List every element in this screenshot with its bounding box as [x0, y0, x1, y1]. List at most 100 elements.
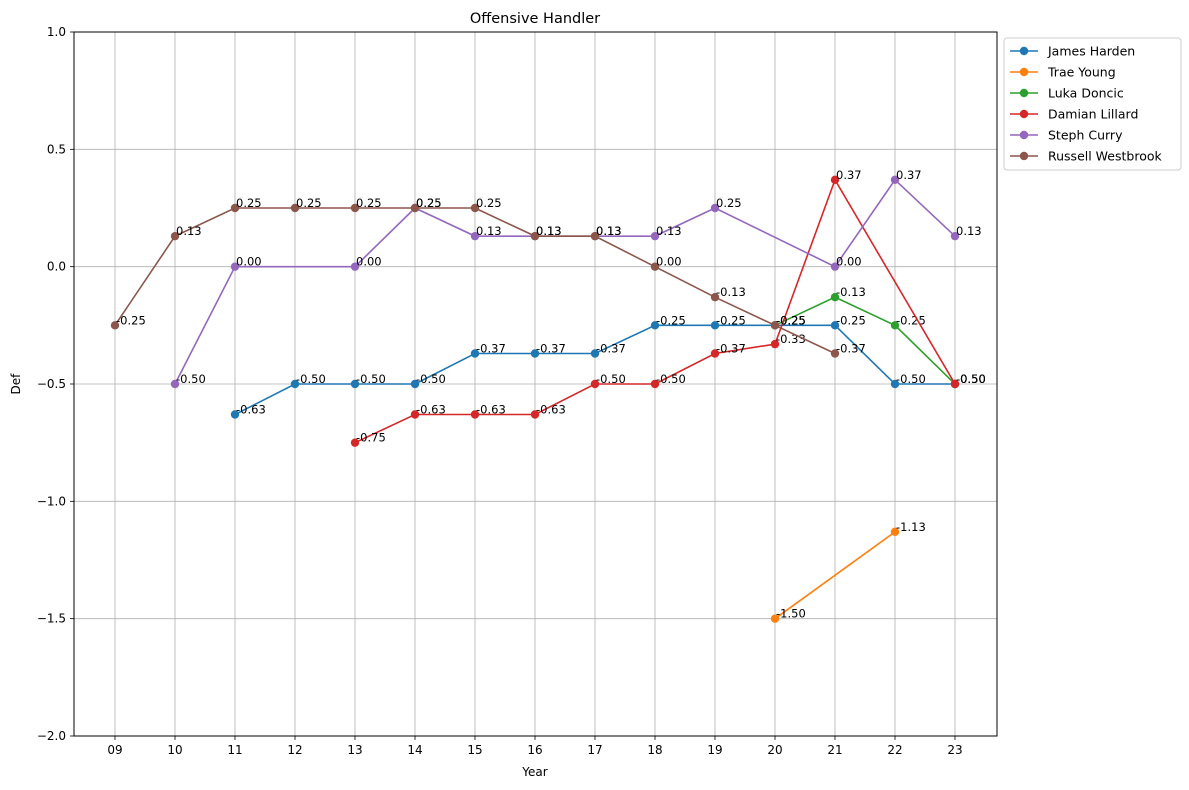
legend-marker: [1019, 130, 1029, 140]
data-point: [410, 410, 420, 419]
data-point: [650, 231, 660, 241]
x-axis-ticks: 09 10 11 12 13 14 15 16 17 18 19 20 21 22 23: [107, 736, 963, 757]
data-label: 0.13: [176, 224, 202, 238]
x-tick-label: 18: [647, 743, 662, 757]
legend-label: Russell Westbrook: [1048, 149, 1163, 164]
x-tick-label: 10: [167, 743, 182, 757]
data-point: [770, 614, 780, 623]
data-label: -0.37: [536, 341, 566, 355]
data-label: 0.25: [356, 196, 382, 210]
data-label: -0.37: [716, 341, 746, 355]
data-point: [710, 292, 720, 302]
legend-item: James Harden: [1010, 44, 1135, 59]
data-point: [350, 438, 360, 447]
data-point: [650, 321, 660, 330]
legend-item: Russell Westbrook: [1010, 149, 1163, 164]
legend: James Harden Trae Young Luka Doncic Damian …: [1003, 37, 1182, 171]
data-label: -1.13: [896, 520, 926, 534]
legend-marker: [1019, 109, 1029, 119]
data-label: -0.50: [956, 372, 986, 386]
data-label: 0.13: [596, 224, 622, 238]
data-label: 0.00: [236, 255, 262, 269]
data-point: [410, 379, 420, 389]
data-label: -0.50: [176, 372, 206, 386]
x-tick-label: 17: [587, 743, 602, 757]
data-point: [830, 321, 840, 330]
data-point: [470, 231, 480, 241]
data-label: 0.13: [596, 224, 622, 238]
data-label: 0.37: [896, 168, 922, 182]
x-tick-label: 19: [707, 743, 722, 757]
data-point: [350, 203, 360, 213]
data-point: [710, 321, 720, 330]
data-point: [230, 203, 240, 213]
x-tick-label: 15: [467, 743, 482, 757]
data-label: 0.13: [536, 224, 562, 238]
data-label: -0.37: [836, 341, 866, 355]
x-tick-label: 22: [887, 743, 902, 757]
data-label: -0.25: [836, 313, 866, 327]
series-line: [354, 177, 956, 444]
y-tick-label: −2.0: [37, 729, 66, 743]
data-label: 0.25: [416, 196, 442, 210]
data-label: 0.13: [956, 224, 982, 238]
data-point: [770, 321, 780, 330]
data-label: -0.13: [836, 285, 866, 299]
data-point: [350, 379, 360, 389]
data-label: 0.25: [416, 196, 442, 210]
series-layer: -0.63 -0.50 -0.50 -0.50 -0.37 -0.37 -0.37 -0.25…: [110, 168, 986, 623]
legend-label: Luka Doncic: [1048, 86, 1124, 101]
y-tick-label: 0.0: [47, 260, 66, 274]
data-label: -0.50: [416, 372, 446, 386]
y-tick-label: −0.5: [37, 377, 66, 391]
data-label: -0.33: [776, 332, 806, 346]
data-point: [230, 410, 240, 419]
data-label: 0.25: [716, 196, 742, 210]
data-point: [530, 410, 540, 419]
data-label: 0.00: [656, 255, 682, 269]
data-point: [470, 410, 480, 419]
data-point: [290, 203, 300, 213]
legend-marker: [1019, 46, 1029, 56]
data-point: [590, 379, 600, 389]
data-label: -1.50: [776, 607, 806, 621]
data-point: [590, 231, 600, 241]
x-tick-label: 11: [227, 743, 242, 757]
chart-title: Offensive Handler: [470, 11, 600, 27]
y-tick-label: 0.5: [47, 142, 66, 156]
data-label: 0.25: [476, 196, 502, 210]
data-label: 0.00: [836, 255, 862, 269]
legend-label: Damian Lillard: [1048, 107, 1138, 122]
data-point: [890, 321, 900, 330]
data-point: [590, 349, 600, 358]
data-point: [710, 349, 720, 358]
y-tick-label: −1.0: [37, 494, 66, 508]
legend-label: Trae Young: [1047, 65, 1116, 80]
series-luka-doncic: -0.25 -0.13 -0.25 -0.50: [770, 285, 986, 389]
data-point: [830, 175, 840, 185]
data-point: [530, 231, 540, 241]
x-tick-label: 23: [947, 743, 962, 757]
data-label: -0.50: [896, 372, 926, 386]
data-point: [890, 379, 900, 389]
data-label: -0.13: [716, 285, 746, 299]
data-label: 0.13: [476, 224, 502, 238]
data-point: [230, 262, 240, 271]
data-point: [650, 379, 660, 389]
x-tick-label: 12: [287, 743, 302, 757]
y-tick-label: 1.0: [47, 25, 66, 39]
data-point: [170, 379, 180, 389]
x-tick-label: 14: [407, 743, 422, 757]
series-damian-lillard: -0.75 -0.63 -0.63 -0.63 -0.50 -0.50 -0.37 -0.33…: [350, 168, 986, 447]
legend-item: Trae Young: [1010, 65, 1116, 80]
y-axis-label: Def: [9, 373, 23, 395]
legend-label: James Harden: [1047, 44, 1135, 59]
data-label: 0.13: [656, 224, 682, 238]
series-line: [774, 531, 896, 620]
data-point: [830, 262, 840, 271]
data-point: [890, 175, 900, 185]
data-label: -0.63: [236, 403, 266, 417]
data-label: 0.25: [236, 196, 262, 210]
data-label: 0.25: [296, 196, 322, 210]
x-tick-label: 21: [827, 743, 842, 757]
